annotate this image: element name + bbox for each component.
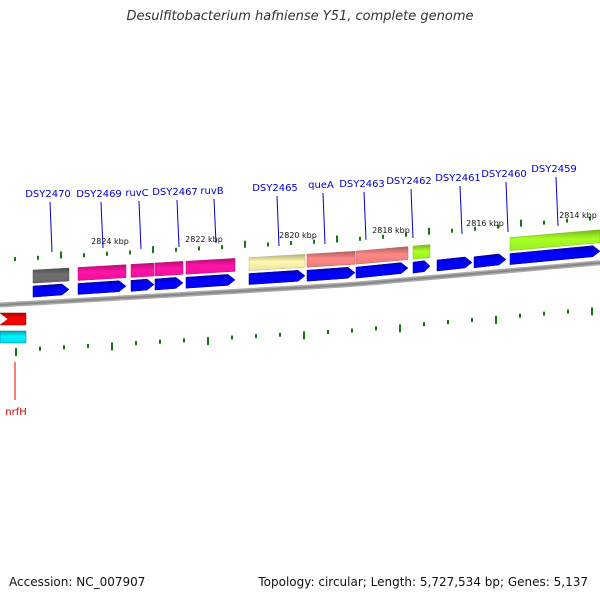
- cds-arrow-dsy2463: [355, 262, 409, 279]
- gene-leader-line: [322, 192, 326, 245]
- gene-leader-line: [410, 188, 414, 239]
- gene-block-ruvc: [130, 262, 155, 278]
- cds-arrow-dsy2470: [32, 283, 70, 298]
- genome-summary: Topology: circular; Length: 5,727,534 bp…: [258, 575, 588, 589]
- gene-block-dsy2469: [77, 264, 127, 281]
- cds-arrow-dsy2465: [248, 270, 306, 285]
- cds-arrow-dsy2462: [412, 260, 431, 274]
- gene-label-dsy2461: DSY2461: [435, 173, 481, 184]
- gene-block-dsy2467: [154, 261, 184, 277]
- gene-label-nrfh: nrfH: [5, 407, 27, 418]
- gene-block-dsy2463: [355, 246, 409, 265]
- cds-arrow-ruvc: [130, 278, 155, 292]
- gene-leader-line: [49, 201, 53, 253]
- cds-arrow-dsy2461: [436, 256, 473, 272]
- gene-block-dsy2459: [509, 229, 600, 251]
- gene-leader-line: [505, 181, 509, 233]
- gene-block-dsy2462: [412, 244, 431, 260]
- genome-backbone-core: [0, 261, 600, 306]
- cds-arrow-nrfh: [0, 330, 27, 344]
- cds-arrow-dsy2469: [77, 280, 127, 295]
- map-title: Desulfitobacterium hafniense Y51, comple…: [126, 9, 474, 24]
- cds-arrow-ruvb: [185, 274, 236, 289]
- gene-leader-line: [213, 198, 217, 244]
- scale-label: 2824 kbp: [91, 237, 129, 246]
- gene-label-quea: queA: [308, 180, 334, 191]
- gene-label-dsy2463: DSY2463: [339, 179, 385, 190]
- gene-label-dsy2460: DSY2460: [481, 169, 527, 180]
- gene-leader-line: [138, 200, 142, 250]
- gene-leader-line: [176, 199, 180, 248]
- scale-label: 2816 kbp: [466, 219, 504, 228]
- accession-label: Accession: NC_007907: [9, 575, 146, 589]
- gene-block-dsy2465: [248, 254, 306, 271]
- gene-block-dsy2470: [32, 267, 70, 284]
- cds-arrow-dsy2459: [509, 245, 600, 265]
- cds-arrow-quea: [306, 267, 356, 282]
- gene-label-dsy2470: DSY2470: [25, 189, 71, 200]
- cds-arrow-dsy2467: [154, 277, 184, 291]
- gene-leader-line: [100, 201, 104, 249]
- gene-label-dsy2469: DSY2469: [76, 189, 122, 200]
- gene-leader-line: [363, 191, 367, 241]
- gene-label-ruvb: ruvB: [200, 186, 223, 197]
- gene-label-dsy2462: DSY2462: [386, 176, 432, 187]
- gene-leader-line: [276, 195, 280, 247]
- gene-leader-line: [459, 185, 463, 235]
- scale-label: 2818 kbp: [372, 226, 410, 235]
- scale-label: 2820 kbp: [279, 231, 317, 240]
- gene-block-nrfh: [0, 312, 27, 326]
- cds-arrow-dsy2460: [473, 253, 507, 269]
- gene-leader-line: [555, 176, 559, 227]
- gene-block-quea: [306, 250, 356, 268]
- gene-block-ruvb: [185, 258, 236, 275]
- gene-label-dsy2467: DSY2467: [152, 187, 198, 198]
- scale-label: 2814 kbp: [559, 211, 597, 220]
- gene-label-dsy2459: DSY2459: [531, 164, 577, 175]
- gene-label-dsy2465: DSY2465: [252, 183, 298, 194]
- scale-label: 2822 kbp: [185, 235, 223, 244]
- gene-label-ruvc: ruvC: [125, 188, 148, 199]
